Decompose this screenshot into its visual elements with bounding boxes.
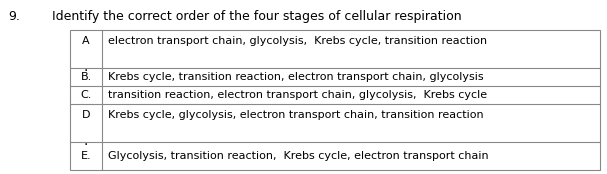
Text: B.: B. (80, 72, 92, 82)
Text: E.: E. (81, 151, 91, 161)
Text: A: A (82, 36, 90, 46)
Text: .: . (84, 60, 88, 74)
Text: electron transport chain, glycolysis,  Krebs cycle, transition reaction: electron transport chain, glycolysis, Kr… (108, 36, 487, 46)
Text: Krebs cycle, transition reaction, electron transport chain, glycolysis: Krebs cycle, transition reaction, electr… (108, 72, 484, 82)
Text: D: D (82, 110, 90, 120)
Text: 9.: 9. (8, 10, 20, 23)
Text: .: . (84, 134, 88, 148)
Text: C.: C. (80, 90, 92, 100)
Text: Identify the correct order of the four stages of cellular respiration: Identify the correct order of the four s… (52, 10, 462, 23)
Text: Glycolysis, transition reaction,  Krebs cycle, electron transport chain: Glycolysis, transition reaction, Krebs c… (108, 151, 489, 161)
Bar (70, 30, 600, 170)
Text: transition reaction, electron transport chain, glycolysis,  Krebs cycle: transition reaction, electron transport … (108, 90, 487, 100)
Text: Krebs cycle, glycolysis, electron transport chain, transition reaction: Krebs cycle, glycolysis, electron transp… (108, 110, 484, 120)
